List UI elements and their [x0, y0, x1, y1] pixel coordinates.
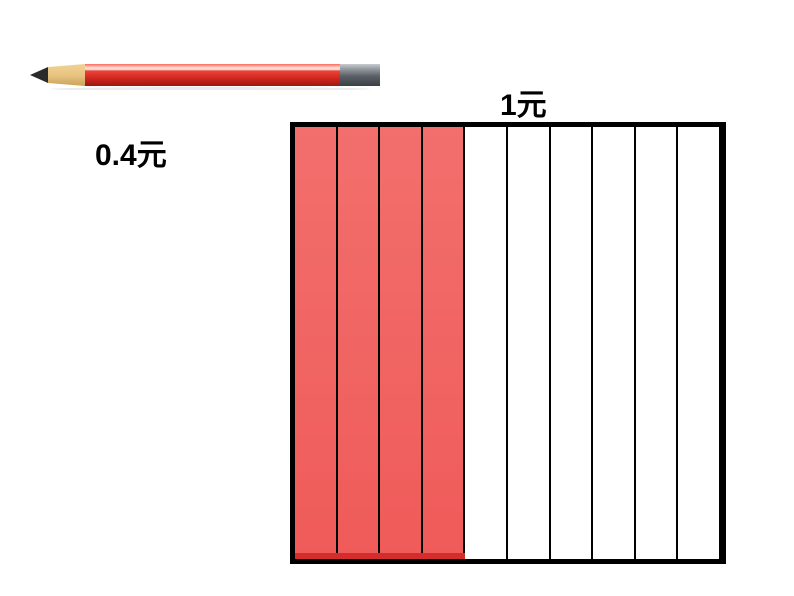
whole-label: 1元	[500, 80, 547, 124]
grid-column	[593, 127, 636, 559]
grid-column	[508, 127, 551, 559]
pencil-wood	[48, 64, 85, 86]
pencil-svg	[30, 60, 380, 90]
grid-column	[423, 127, 466, 559]
pencil-ferrule	[340, 64, 380, 86]
grid-column	[551, 127, 594, 559]
pencil-body	[85, 64, 340, 86]
fraction-grid	[290, 122, 726, 564]
grid-bottom-strip	[295, 553, 465, 559]
pencil-highlight	[85, 68, 340, 70]
pencil-illustration	[30, 60, 380, 90]
grid-column	[678, 127, 721, 559]
price-label: 0.4元	[95, 130, 167, 174]
pencil-shadow	[50, 87, 370, 90]
grid-column	[338, 127, 381, 559]
pencil-tip	[30, 67, 48, 83]
grid-column	[465, 127, 508, 559]
grid-column	[380, 127, 423, 559]
grid-column	[636, 127, 679, 559]
grid-column	[295, 127, 338, 559]
